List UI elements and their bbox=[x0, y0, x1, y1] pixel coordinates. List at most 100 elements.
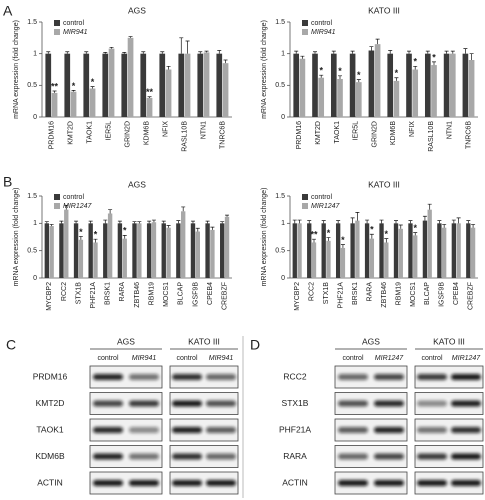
lane-label: control bbox=[342, 355, 363, 362]
lane-label: MIR1247 bbox=[375, 355, 405, 362]
bar bbox=[45, 53, 52, 117]
bar bbox=[456, 223, 461, 278]
blot-box bbox=[89, 392, 163, 415]
significance-label: ** bbox=[51, 81, 59, 91]
blot-box bbox=[169, 392, 239, 415]
error-bar bbox=[166, 225, 171, 228]
blot-band bbox=[417, 374, 447, 380]
chart-title: AGS bbox=[128, 179, 146, 189]
bar bbox=[470, 227, 476, 278]
significance-label: * bbox=[385, 229, 389, 239]
x-tick-label: KDM6B bbox=[390, 121, 397, 145]
bar bbox=[398, 228, 403, 278]
error-bar bbox=[108, 209, 113, 214]
error-bar bbox=[466, 220, 471, 224]
bar bbox=[406, 53, 412, 117]
error-bar bbox=[413, 65, 418, 70]
x-tick-label: TNRC6B bbox=[219, 121, 226, 149]
group-label: AGS bbox=[362, 336, 380, 346]
bar bbox=[437, 223, 442, 278]
panel-label: C bbox=[6, 337, 16, 353]
row-label: PHF21A bbox=[279, 424, 311, 434]
error-bar bbox=[122, 235, 127, 239]
error-bar bbox=[388, 50, 393, 54]
group-label: AGS bbox=[117, 336, 135, 346]
x-tick-label: NFIX bbox=[162, 121, 169, 137]
legend-label: control bbox=[311, 20, 332, 27]
blot-box bbox=[414, 418, 484, 442]
error-bar bbox=[442, 224, 447, 228]
row-label: RCC2 bbox=[283, 371, 306, 381]
x-tick-label: GRIN2D bbox=[124, 121, 131, 147]
significance-label: * bbox=[357, 70, 361, 80]
blot-band bbox=[374, 453, 404, 460]
blot-band bbox=[417, 427, 447, 433]
blot-band bbox=[93, 400, 123, 407]
significance-label: ** bbox=[146, 87, 154, 97]
significance-label: * bbox=[319, 66, 323, 76]
y-tick-label: 0 bbox=[281, 114, 285, 121]
bar bbox=[413, 235, 418, 278]
significance-label: * bbox=[123, 226, 127, 236]
error-bar bbox=[379, 219, 384, 224]
bar bbox=[384, 242, 389, 278]
x-tick-label: STX1B bbox=[323, 282, 330, 305]
legend-swatch bbox=[54, 20, 60, 26]
bar bbox=[224, 216, 230, 278]
x-tick-label: CREBZF bbox=[222, 282, 229, 310]
bar bbox=[210, 229, 215, 278]
error-bar bbox=[190, 220, 195, 224]
error-bar bbox=[117, 220, 122, 224]
y-tick-label: 1 bbox=[33, 220, 37, 227]
row-label: RARA bbox=[283, 451, 307, 461]
chart-title: KATO III bbox=[368, 179, 400, 189]
bar bbox=[293, 53, 300, 117]
x-tick-label: PHF21A bbox=[90, 282, 97, 309]
bar bbox=[103, 223, 108, 278]
error-bar bbox=[49, 224, 54, 227]
error-bar bbox=[46, 51, 51, 54]
blot-box bbox=[89, 418, 163, 442]
legend-label: MIR941 bbox=[311, 29, 336, 36]
lane-label: control bbox=[176, 355, 197, 362]
row-label: ACTIN bbox=[282, 477, 308, 487]
error-bar bbox=[198, 51, 203, 54]
blot-box bbox=[169, 445, 239, 468]
y-tick-label: 1 bbox=[281, 51, 285, 58]
blot-band bbox=[338, 374, 368, 380]
x-tick-label: RCC2 bbox=[61, 282, 68, 301]
error-bar bbox=[437, 220, 442, 224]
blot-box bbox=[414, 365, 484, 389]
error-bar bbox=[71, 90, 76, 92]
blot-band bbox=[93, 453, 123, 460]
blot-band bbox=[172, 400, 202, 407]
error-bar bbox=[64, 204, 69, 210]
x-tick-label: RARA bbox=[119, 282, 126, 302]
error-bar bbox=[103, 219, 108, 224]
error-bar bbox=[413, 232, 418, 236]
y-axis-label: mRNA expression (fold change) bbox=[13, 20, 20, 119]
bar bbox=[466, 223, 471, 278]
significance-label: * bbox=[432, 52, 436, 62]
bar bbox=[89, 88, 96, 117]
x-tick-label: RARA bbox=[366, 282, 373, 302]
error-bar bbox=[394, 77, 399, 81]
chart-title: KATO III bbox=[368, 5, 400, 15]
error-bar bbox=[408, 220, 413, 224]
error-bar bbox=[185, 40, 190, 54]
y-tick-label: 1 bbox=[281, 220, 285, 227]
bar bbox=[197, 53, 204, 117]
error-bar bbox=[141, 51, 146, 54]
x-tick-label: NFIX bbox=[409, 121, 416, 137]
bar bbox=[184, 53, 191, 117]
bar bbox=[350, 223, 355, 278]
error-bar bbox=[220, 221, 225, 224]
bar bbox=[64, 53, 71, 117]
error-bar bbox=[147, 220, 152, 224]
error-bar bbox=[355, 212, 360, 221]
legend-swatch bbox=[302, 29, 308, 35]
bar bbox=[355, 82, 362, 117]
row-label: KDM6B bbox=[35, 451, 65, 461]
error-bar bbox=[128, 36, 133, 38]
